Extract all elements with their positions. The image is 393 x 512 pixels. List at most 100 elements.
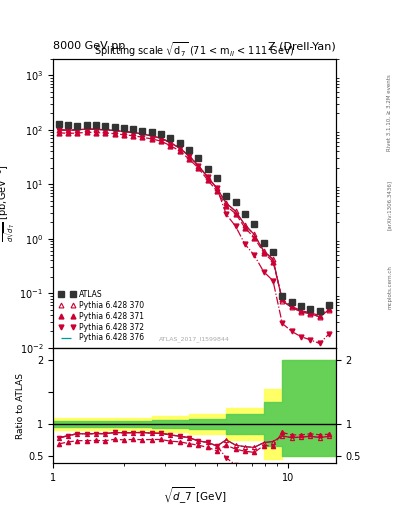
Y-axis label: Ratio to ATLAS: Ratio to ATLAS (16, 373, 25, 439)
Pythia 6.428 371 (233, 210, 238, 217)
Pythia 6.428 371 (327, 306, 331, 312)
Pythia 6.428 370 (84, 126, 89, 132)
Line: Pythia 6.428 370: Pythia 6.428 370 (57, 126, 331, 319)
Pythia 6.428 372 (289, 328, 294, 334)
ATLAS (140, 127, 145, 134)
Pythia 6.428 371 (252, 234, 257, 241)
Pythia 6.428 372 (103, 126, 108, 133)
ATLAS (261, 240, 266, 246)
Pythia 6.428 370 (299, 309, 303, 315)
Pythia 6.428 371 (261, 249, 266, 255)
Pythia 6.428 370 (252, 231, 257, 238)
Pythia 6.428 370 (121, 129, 126, 135)
Pythia 6.428 370 (196, 162, 201, 168)
Line: Pythia 6.428 372: Pythia 6.428 372 (57, 126, 331, 346)
Pythia 6.428 370 (187, 153, 191, 159)
Pythia 6.428 372 (131, 130, 136, 136)
Pythia 6.428 371 (112, 131, 117, 137)
Line: Pythia 6.428 371: Pythia 6.428 371 (57, 130, 331, 318)
ATLAS (308, 306, 313, 312)
Pythia 6.428 376 (317, 314, 322, 320)
Text: Z (Drell-Yan): Z (Drell-Yan) (268, 41, 336, 51)
Pythia 6.428 371 (215, 188, 219, 194)
ATLAS (187, 147, 191, 154)
Pythia 6.428 376 (327, 307, 331, 313)
Pythia 6.428 372 (187, 153, 191, 159)
ATLAS (103, 123, 108, 129)
Pythia 6.428 371 (121, 132, 126, 138)
Pythia 6.428 372 (140, 131, 145, 137)
Pythia 6.428 370 (289, 304, 294, 310)
Pythia 6.428 372 (308, 337, 313, 343)
Pythia 6.428 376 (177, 145, 182, 151)
Pythia 6.428 376 (131, 130, 136, 136)
Pythia 6.428 371 (159, 138, 163, 144)
Pythia 6.428 372 (252, 252, 257, 258)
ATLAS (75, 123, 80, 129)
Pythia 6.428 372 (327, 331, 331, 337)
Text: [arXiv:1306.3436]: [arXiv:1306.3436] (387, 180, 392, 230)
ATLAS (84, 122, 89, 128)
Pythia 6.428 370 (224, 200, 229, 206)
Pythia 6.428 371 (224, 203, 229, 209)
Pythia 6.428 371 (84, 129, 89, 135)
Line: ATLAS: ATLAS (56, 121, 332, 314)
Pythia 6.428 376 (57, 126, 61, 133)
Pythia 6.428 376 (112, 127, 117, 134)
ATLAS (242, 211, 247, 218)
ATLAS (94, 122, 98, 129)
Pythia 6.428 370 (140, 131, 145, 137)
Pythia 6.428 372 (233, 223, 238, 229)
Pythia 6.428 371 (317, 312, 322, 318)
Pythia 6.428 370 (168, 140, 173, 146)
ATLAS (196, 155, 201, 161)
Pythia 6.428 376 (168, 140, 173, 146)
Pythia 6.428 372 (159, 135, 163, 141)
Pythia 6.428 371 (57, 130, 61, 136)
Pythia 6.428 372 (121, 129, 126, 135)
ATLAS (177, 140, 182, 146)
ATLAS (57, 121, 61, 127)
ATLAS (168, 135, 173, 141)
Pythia 6.428 370 (242, 222, 247, 228)
Pythia 6.428 370 (317, 314, 322, 320)
Text: Rivet 3.1.10, ≥ 3.2M events: Rivet 3.1.10, ≥ 3.2M events (387, 74, 392, 151)
Title: Splitting scale $\sqrt{\mathrm{d}_7}$ (71 < m$_{ll}$ < 111 GeV): Splitting scale $\sqrt{\mathrm{d}_7}$ (7… (94, 40, 295, 59)
Legend: ATLAS, Pythia 6.428 370, Pythia 6.428 371, Pythia 6.428 372, Pythia 6.428 376: ATLAS, Pythia 6.428 370, Pythia 6.428 37… (57, 288, 146, 344)
Pythia 6.428 372 (224, 211, 229, 218)
Pythia 6.428 372 (84, 126, 89, 132)
Pythia 6.428 370 (308, 311, 313, 317)
Pythia 6.428 376 (121, 129, 126, 135)
Pythia 6.428 376 (271, 256, 275, 262)
ATLAS (233, 199, 238, 205)
Pythia 6.428 376 (280, 297, 285, 304)
ATLAS (327, 302, 331, 308)
Pythia 6.428 376 (224, 200, 229, 206)
Pythia 6.428 372 (280, 321, 285, 327)
ATLAS (271, 249, 275, 255)
Pythia 6.428 370 (149, 133, 154, 139)
Pythia 6.428 376 (140, 131, 145, 137)
X-axis label: $\sqrt{d\_7}$ [GeV]: $\sqrt{d\_7}$ [GeV] (163, 486, 226, 506)
Pythia 6.428 372 (112, 127, 117, 134)
Pythia 6.428 371 (280, 296, 285, 302)
Pythia 6.428 370 (205, 174, 210, 180)
Pythia 6.428 376 (215, 185, 219, 191)
Pythia 6.428 371 (140, 134, 145, 140)
Pythia 6.428 372 (57, 126, 61, 133)
Pythia 6.428 376 (242, 222, 247, 228)
Pythia 6.428 372 (317, 340, 322, 347)
Pythia 6.428 376 (252, 231, 257, 238)
Pythia 6.428 371 (242, 225, 247, 231)
Pythia 6.428 370 (280, 297, 285, 304)
Pythia 6.428 371 (131, 133, 136, 139)
Pythia 6.428 370 (57, 126, 61, 133)
Pythia 6.428 372 (242, 241, 247, 247)
ATLAS (149, 129, 154, 135)
Pythia 6.428 372 (205, 174, 210, 180)
Pythia 6.428 370 (103, 126, 108, 133)
Pythia 6.428 376 (233, 208, 238, 215)
Pythia 6.428 371 (196, 165, 201, 171)
Pythia 6.428 370 (94, 126, 98, 133)
Y-axis label: $\frac{d\sigma}{d\sqrt{d_7}}$ [pb,GeV$^{-1}$]: $\frac{d\sigma}{d\sqrt{d_7}}$ [pb,GeV$^{… (0, 164, 18, 242)
